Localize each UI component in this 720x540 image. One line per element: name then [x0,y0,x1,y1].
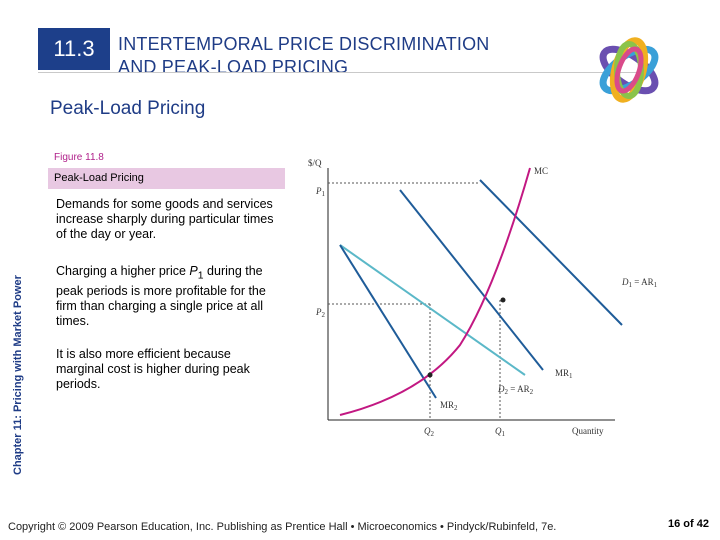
y-axis-label: $/Q [308,158,322,168]
price-var: P [189,264,198,278]
d2-label: D2 = AR2 [497,384,534,396]
q2-label: Q2 [424,426,435,438]
price-sub: 1 [197,270,204,282]
chapter-side-label: Chapter 11: Pricing with Market Power [12,275,24,475]
d1-label: D1 = AR1 [621,277,658,289]
d1-ar1-line [479,179,623,326]
p1-label: P1 [315,186,326,198]
x-axis-label: Quantity [572,426,604,436]
p2-label: P2 [315,307,326,319]
mr1-line [399,189,544,371]
mr2-label: MR2 [440,400,458,412]
slide-title-line1: INTERTEMPORAL PRICE DISCRIMINATION [118,34,490,54]
mr1-label: MR1 [555,368,573,380]
title-divider [38,72,638,73]
copyright-footer: Copyright © 2009 Pearson Education, Inc.… [8,521,557,533]
paragraph-demand: Demands for some goods and services incr… [56,197,274,241]
rings-logo-icon [599,37,659,103]
figure-caption-title: Peak-Load Pricing [54,172,144,184]
paragraph-efficiency: It is also more efficient because margin… [56,347,250,391]
q1-label: Q1 [495,426,506,438]
paragraph-higher-price: Charging a higher price P1 during the pe… [56,264,276,329]
d2-ar2-line [339,244,526,376]
mr2-line [339,244,437,399]
mr1-mc-point [500,297,506,303]
figure-number: Figure 11.8 [54,152,104,163]
slide-subtitle: Peak-Load Pricing [50,98,206,119]
section-number-badge: 11.3 [38,28,110,70]
slide-title-line2: AND PEAK-LOAD PRICING [118,57,349,77]
peak-load-diagram: $/Q Quantity MC P1 P2 D1 = AR1 MR1 D2 = … [308,158,658,438]
figure-caption-bar: Peak-Load Pricing [48,168,285,189]
mc-curve [339,167,531,416]
paragraph-part: during the peak periods is more profitab… [56,264,266,328]
mc-label: MC [534,166,548,176]
paragraph-part: Charging a higher price [56,264,190,278]
page-number: 16 of 42 [668,518,709,530]
mr2-mc-point [427,372,433,378]
